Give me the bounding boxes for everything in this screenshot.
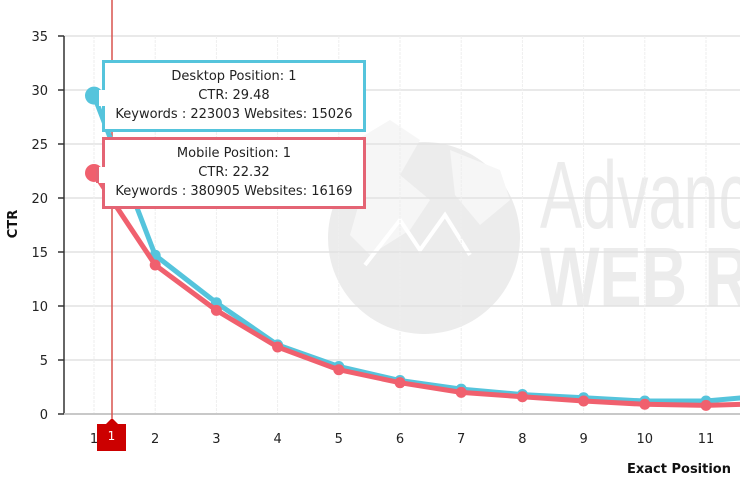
watermark: Advanc WEB R bbox=[328, 120, 740, 334]
data-point[interactable] bbox=[333, 364, 345, 376]
tooltip-mobile-title: Mobile Position: 1 bbox=[176, 146, 292, 161]
y-tick-label: 5 bbox=[40, 354, 48, 369]
data-point[interactable] bbox=[272, 341, 284, 353]
data-point[interactable] bbox=[210, 304, 222, 316]
x-tick-label: 9 bbox=[579, 432, 587, 447]
y-tick-label: 30 bbox=[31, 84, 48, 99]
tooltip-desktop-title: Desktop Position: 1 bbox=[171, 69, 297, 84]
x-axis-labels: 1 2 3 4 5 6 7 8 9 10 11 bbox=[90, 432, 714, 447]
y-tick-label: 10 bbox=[31, 300, 48, 315]
x-tick-label: 8 bbox=[518, 432, 526, 447]
y-tick-label: 20 bbox=[31, 192, 48, 207]
y-axis-title: CTR bbox=[6, 210, 21, 238]
data-point[interactable] bbox=[149, 259, 161, 271]
x-tick-label: 6 bbox=[396, 432, 404, 447]
x-tick-label: 5 bbox=[335, 432, 343, 447]
data-point[interactable] bbox=[700, 399, 712, 411]
axes bbox=[58, 35, 740, 415]
x-tick-label: 4 bbox=[273, 432, 281, 447]
x-tick-label: 1 bbox=[90, 432, 98, 447]
series-line[interactable] bbox=[91, 171, 740, 408]
tooltip-mobile-details: Keywords : 380905 Websites: 16169 bbox=[115, 184, 353, 199]
data-point[interactable] bbox=[394, 377, 406, 389]
crosshair-x-label: 1 bbox=[97, 418, 126, 451]
y-tick-label: 15 bbox=[31, 246, 48, 261]
y-tick-label: 25 bbox=[31, 138, 48, 153]
tooltip-desktop: Desktop Position: 1 CTR: 29.48 Keywords … bbox=[96, 60, 366, 132]
y-tick-label: 35 bbox=[31, 30, 48, 45]
data-point[interactable] bbox=[455, 386, 467, 398]
data-point[interactable] bbox=[578, 395, 590, 407]
data-point[interactable] bbox=[639, 398, 651, 410]
x-tick-label: 10 bbox=[637, 432, 654, 447]
x-tick-label: 7 bbox=[457, 432, 465, 447]
x-tick-label: 2 bbox=[151, 432, 159, 447]
tooltip-mobile: Mobile Position: 1 CTR: 22.32 Keywords :… bbox=[96, 137, 366, 209]
tooltip-desktop-details: Keywords : 223003 Websites: 15026 bbox=[115, 107, 353, 122]
watermark-text-line1: Advanc bbox=[540, 142, 740, 249]
data-point[interactable] bbox=[516, 391, 528, 403]
watermark-text-line2: WEB R bbox=[540, 230, 740, 324]
x-tick-label: 3 bbox=[212, 432, 220, 447]
tooltip-desktop-ctr: CTR: 29.48 bbox=[198, 88, 270, 103]
series-line[interactable] bbox=[91, 94, 740, 404]
y-axis-labels: 0 5 10 15 20 25 30 35 bbox=[31, 30, 48, 423]
x-tick-label: 11 bbox=[698, 432, 715, 447]
x-axis-title: Exact Position bbox=[627, 462, 731, 477]
y-tick-label: 0 bbox=[40, 408, 48, 423]
tooltip-mobile-ctr: CTR: 22.32 bbox=[198, 165, 270, 180]
